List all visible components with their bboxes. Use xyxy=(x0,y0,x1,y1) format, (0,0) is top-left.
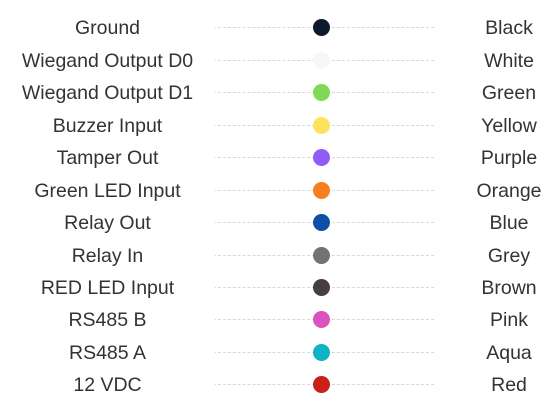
color-label: Green xyxy=(481,82,537,104)
color-dot xyxy=(313,311,330,328)
signal-label: RS485 A xyxy=(0,337,215,369)
wire-row-green-led: Green LED Input Orange xyxy=(0,175,550,207)
signal-label: Tamper Out xyxy=(0,142,215,174)
color-label: Brown xyxy=(481,277,537,299)
color-dot xyxy=(313,19,330,36)
color-label: Grey xyxy=(487,245,531,267)
wire-row-d0: Wiegand Output D0 White xyxy=(0,45,550,77)
wire-row-relay-in: Relay In Grey xyxy=(0,240,550,272)
color-label: Purple xyxy=(480,147,538,169)
color-dot xyxy=(313,279,330,296)
wire-row-ground: Ground Black xyxy=(0,12,550,44)
signal-label: Buzzer Input xyxy=(0,110,215,142)
color-label: Aqua xyxy=(486,342,532,364)
wire-row-tamper: Tamper Out Purple xyxy=(0,142,550,174)
wire-row-rs485-a: RS485 A Aqua xyxy=(0,337,550,369)
color-label: Red xyxy=(491,374,527,396)
signal-label: Relay In xyxy=(0,240,215,272)
color-label: Yellow xyxy=(481,115,537,137)
color-dot xyxy=(313,344,330,361)
signal-label: 12 VDC xyxy=(0,369,215,401)
wire-row-red-led: RED LED Input Brown xyxy=(0,272,550,304)
color-label: Pink xyxy=(490,309,528,331)
signal-label: Green LED Input xyxy=(0,175,215,207)
color-dot xyxy=(313,182,330,199)
color-dot xyxy=(313,117,330,134)
color-dot xyxy=(313,149,330,166)
signal-label: Wiegand Output D0 xyxy=(0,45,215,77)
signal-label: Relay Out xyxy=(0,207,215,239)
color-dot xyxy=(313,376,330,393)
color-label: Black xyxy=(485,17,533,39)
color-label: Blue xyxy=(489,212,529,234)
wire-row-buzzer: Buzzer Input Yellow xyxy=(0,110,550,142)
signal-label: Ground xyxy=(0,12,215,44)
color-label: Orange xyxy=(476,180,542,202)
color-dot xyxy=(313,214,330,231)
color-dot xyxy=(313,247,330,264)
color-dot xyxy=(313,84,330,101)
wire-row-12vdc: 12 VDC Red xyxy=(0,369,550,401)
color-dot xyxy=(313,52,330,69)
signal-label: RS485 B xyxy=(0,304,215,336)
signal-label: Wiegand Output D1 xyxy=(0,77,215,109)
signal-label: RED LED Input xyxy=(0,272,215,304)
wire-row-rs485-b: RS485 B Pink xyxy=(0,304,550,336)
color-label: White xyxy=(484,50,534,72)
wire-row-d1: Wiegand Output D1 Green xyxy=(0,77,550,109)
wire-row-relay-out: Relay Out Blue xyxy=(0,207,550,239)
